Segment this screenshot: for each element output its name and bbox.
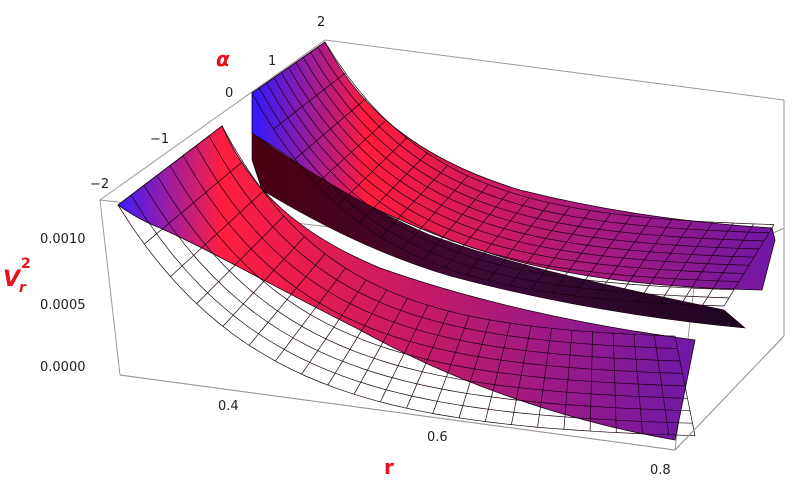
mesh-line <box>589 331 593 432</box>
mesh-line <box>423 184 489 260</box>
mesh-line <box>273 72 346 130</box>
mesh-line <box>509 206 571 286</box>
mesh-line <box>196 215 285 305</box>
z-tick-label: 0.0005 <box>40 298 86 313</box>
mesh-line <box>487 202 550 281</box>
mesh-line <box>301 279 367 375</box>
mesh-line <box>702 223 754 306</box>
mesh-line <box>337 137 407 206</box>
y-tick-label: −1 <box>150 132 169 147</box>
mesh-line <box>251 41 326 94</box>
y-ticks: −2 −1 0 1 2 <box>90 15 325 192</box>
z-ticks: 0.0010 0.0005 0.0000 <box>40 232 86 375</box>
y-tick-label: 1 <box>268 54 276 69</box>
mesh-line <box>294 98 367 160</box>
mesh-line <box>117 125 223 206</box>
x-axis-label: r <box>384 455 394 479</box>
surface-mesh <box>117 41 775 437</box>
mesh-line <box>530 210 591 290</box>
mesh-line <box>723 224 775 307</box>
mesh-line <box>680 222 734 305</box>
x-tick-label: 0.8 <box>650 463 671 478</box>
z-tick-label: 0.0010 <box>40 232 86 247</box>
mesh-line <box>222 236 305 327</box>
mesh-line <box>170 190 264 277</box>
mesh-line <box>674 336 696 436</box>
z-axis-label-sup: 2 <box>21 256 31 272</box>
mesh-line <box>458 319 491 419</box>
mesh-line <box>612 333 617 433</box>
mesh-line <box>353 298 408 395</box>
mesh-line <box>359 152 428 223</box>
mesh-line <box>275 267 346 362</box>
z-axis-label-base: V <box>3 267 22 292</box>
mesh-line <box>444 191 509 269</box>
mesh-line <box>466 197 530 276</box>
mesh-line <box>327 289 387 386</box>
mesh-line <box>563 330 573 430</box>
z-axis-label-sub: r <box>19 280 27 296</box>
mesh-line <box>573 215 632 297</box>
mesh-line <box>537 328 552 428</box>
y-tick-label: 2 <box>317 15 325 30</box>
mesh-line <box>379 305 429 403</box>
mesh-line <box>401 175 469 250</box>
mesh-line <box>511 325 532 425</box>
mesh-line <box>637 220 693 302</box>
mesh-line <box>316 119 387 185</box>
mesh-line <box>659 221 714 304</box>
z-axis-label: V r 2 <box>3 256 31 296</box>
mesh-line <box>432 315 470 414</box>
y-tick-label: −2 <box>90 177 109 192</box>
z-tick-label: 0.0000 <box>40 360 86 375</box>
mesh-line <box>380 165 448 238</box>
mesh-line <box>552 213 611 294</box>
mesh-line <box>654 335 670 435</box>
mesh-line <box>595 217 652 299</box>
mesh-line <box>248 253 326 346</box>
y-axis-label: α <box>216 47 230 71</box>
bounding-box-front <box>119 335 785 451</box>
mesh-line <box>633 334 643 434</box>
mesh-line <box>406 310 449 409</box>
x-ticks: 0.4 0.6 0.8 <box>218 399 671 478</box>
mesh-line <box>616 219 673 301</box>
mesh-line <box>143 161 243 245</box>
y-tick-label: 0 <box>225 86 233 101</box>
x-tick-label: 0.6 <box>427 430 448 445</box>
surface-front <box>117 125 696 441</box>
mesh-line <box>484 323 511 422</box>
surface-gap-wall <box>251 132 746 329</box>
x-tick-label: 0.4 <box>218 399 239 414</box>
